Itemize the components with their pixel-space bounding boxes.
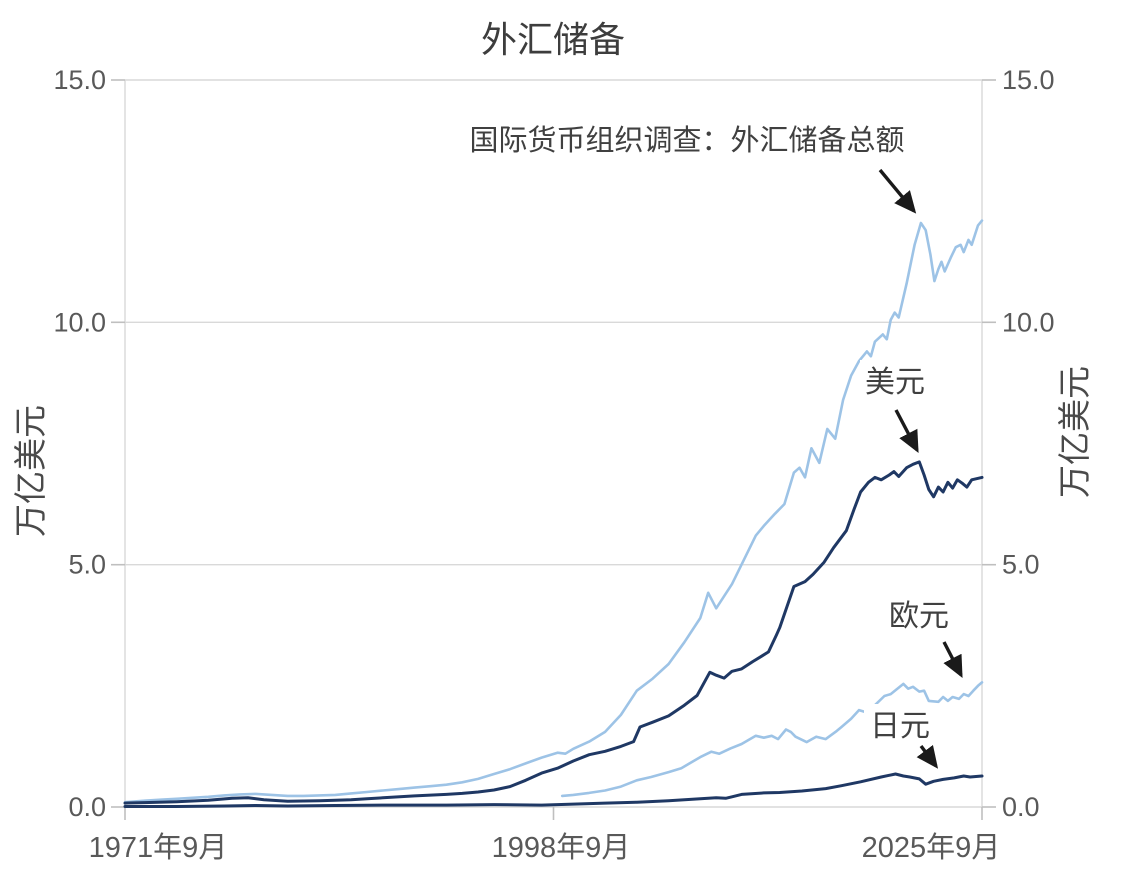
y-left-10: 10.0 bbox=[53, 307, 106, 337]
series-lines bbox=[123, 219, 984, 808]
series-label-eur: 欧元 bbox=[889, 600, 949, 633]
annotation-arrow-eur bbox=[942, 641, 963, 679]
line-total-reserves bbox=[123, 219, 984, 804]
tick-marks bbox=[111, 79, 996, 820]
line-eur bbox=[560, 681, 984, 798]
usd-label-bg bbox=[860, 360, 930, 398]
y-axis-left-labels: 15.0 10.0 5.0 0.0 bbox=[53, 65, 106, 822]
x-label-1998: 1998年9月 bbox=[492, 831, 631, 864]
eur-label-bg bbox=[884, 594, 954, 632]
x-label-1971: 1971年9月 bbox=[89, 831, 228, 864]
y-axis-title-right: 万亿美元 bbox=[1056, 366, 1093, 498]
jpy-label-bg bbox=[864, 704, 934, 742]
y-axis-title-left: 万亿美元 bbox=[12, 405, 49, 537]
annotation-arrow-total bbox=[878, 168, 917, 214]
annotation-total: 国际货币组织调查：外汇储备总额 bbox=[469, 124, 904, 157]
y-right-5: 5.0 bbox=[1002, 550, 1040, 580]
y-right-15: 15.0 bbox=[1002, 65, 1055, 95]
y-left-0: 0.0 bbox=[68, 792, 106, 822]
series-label-jpy: 日元 bbox=[870, 710, 930, 743]
y-right-10: 10.0 bbox=[1002, 307, 1055, 337]
y-left-15: 15.0 bbox=[53, 65, 106, 95]
annotation-arrow-jpy bbox=[916, 744, 939, 769]
x-axis-labels: 1971年9月 1998年9月 2025年9月 bbox=[89, 831, 1001, 864]
gridlines bbox=[124, 79, 983, 808]
y-axis-right-labels: 15.0 10.0 5.0 0.0 bbox=[1002, 65, 1055, 822]
line-usd bbox=[123, 460, 984, 805]
y-left-5: 5.0 bbox=[68, 550, 106, 580]
line-jpy bbox=[123, 772, 984, 808]
series-label-usd: 美元 bbox=[865, 366, 925, 399]
y-right-0: 0.0 bbox=[1002, 792, 1040, 822]
annotation-arrow-usd bbox=[894, 409, 919, 454]
x-label-2025: 2025年9月 bbox=[862, 831, 1001, 864]
chart-title: 外汇储备 bbox=[481, 19, 625, 60]
